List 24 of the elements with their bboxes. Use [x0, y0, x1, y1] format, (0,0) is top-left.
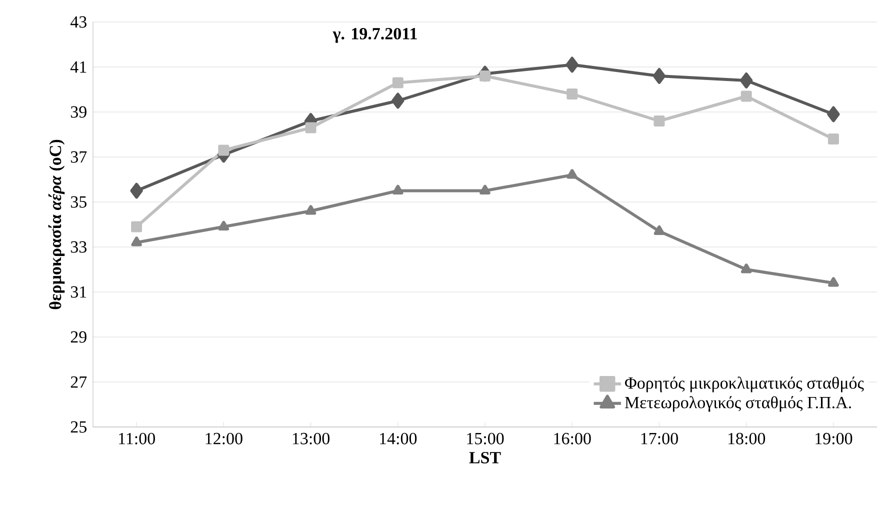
- x-tick-label: 14:00: [380, 432, 417, 444]
- y-tick-label: 29: [70, 331, 86, 343]
- y-tick-label: 39: [70, 106, 86, 118]
- y-axis-title: θερμοκρασία αέρα (oC): [48, 140, 65, 310]
- y-tick-label: 33: [70, 241, 86, 253]
- y-tick-label: 43: [70, 16, 86, 28]
- x-axis-title: LST: [469, 452, 501, 464]
- y-tick-label: 37: [70, 151, 87, 163]
- x-tick-label: 16:00: [554, 432, 591, 444]
- x-tick-label: 13:00: [292, 432, 330, 444]
- x-tick-label: 18:00: [728, 432, 766, 444]
- chart-title: γ. 19.7.2011: [332, 28, 417, 43]
- x-tick-label: 12:00: [206, 432, 242, 444]
- legend-label: Μετεωρολογικός σταθμός Γ.Π.Α.: [624, 396, 851, 412]
- y-tick-label: 27: [70, 376, 87, 388]
- y-tick-label: 35: [70, 196, 86, 208]
- x-tick-label: 17:00: [641, 432, 678, 444]
- y-tick-label: 25: [70, 421, 86, 433]
- x-tick-label: 19:00: [816, 432, 852, 444]
- x-tick-label: 15:00: [467, 432, 504, 444]
- legend-label: Φορητός μικροκλιματικός σταθμός: [624, 376, 864, 392]
- x-tick-label: 11:00: [119, 432, 155, 444]
- y-tick-label: 41: [70, 61, 86, 73]
- y-tick-label: 31: [70, 286, 86, 298]
